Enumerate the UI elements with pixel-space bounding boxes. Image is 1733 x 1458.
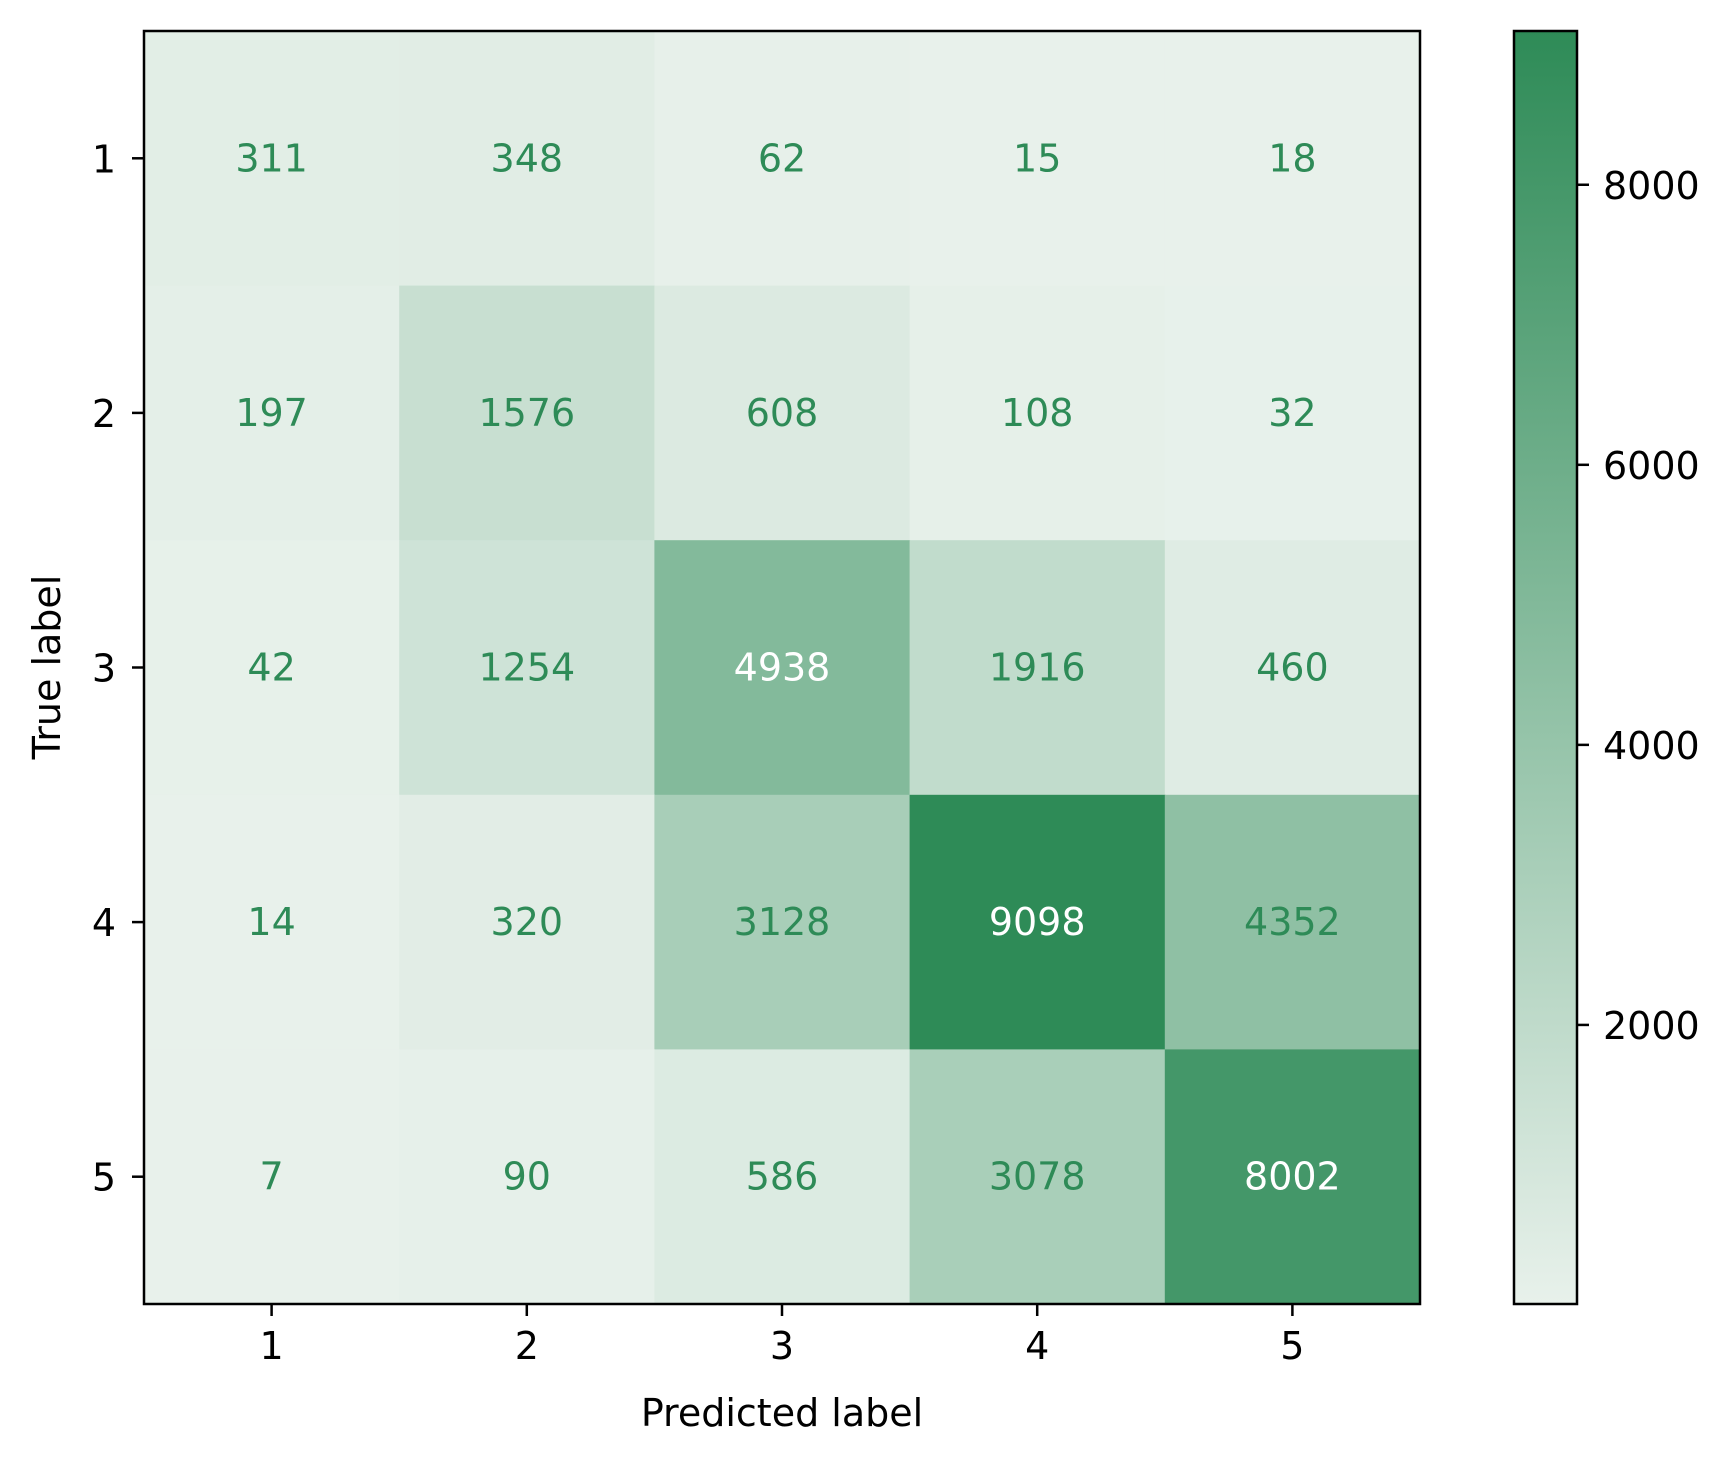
heatmap-cell-r1-c4 <box>909 31 1166 287</box>
heatmap-cell-r5-c3 <box>654 1049 911 1305</box>
y-tick-label: 1 <box>92 137 116 181</box>
cell-value-r5-c5: 8002 <box>1244 1155 1341 1199</box>
heatmap-cell-r1-c1 <box>144 31 400 287</box>
cell-value-r5-c1: 7 <box>260 1155 284 1199</box>
heatmap-cell-r3-c2 <box>399 540 655 796</box>
x-tick-label: 5 <box>1280 1324 1304 1368</box>
heatmap-cell-r1-c3 <box>654 31 911 287</box>
heatmap-cell-r4-c5 <box>1164 794 1421 1050</box>
x-tick-label: 3 <box>770 1324 794 1368</box>
heatmap-cell-r5-c2 <box>399 1049 655 1305</box>
y-axis-ticks: 1 2 3 4 5 <box>92 137 144 1200</box>
cell-value-r4-c5: 4352 <box>1244 900 1341 944</box>
cell-value-r2-c2: 1576 <box>478 391 575 435</box>
heatmap-cell-r5-c5 <box>1164 1049 1421 1305</box>
colorbar-tick-label: 8000 <box>1603 164 1700 208</box>
x-axis-label: Predicted label <box>641 1391 923 1435</box>
heatmap-cell-labels: 311 348 62 15 18 197 1576 608 108 32 42 1254 4938 191… <box>235 136 1340 1198</box>
y-tick-label: 5 <box>92 1156 116 1200</box>
heatmap-cell-r3-c1 <box>144 540 400 796</box>
cell-value-r3-c3: 4938 <box>734 646 831 690</box>
heatmap-cell-r2-c3 <box>654 285 911 541</box>
cell-value-r1-c3: 62 <box>758 136 806 180</box>
y-axis-label: True label <box>25 575 69 761</box>
cell-value-r4-c4: 9098 <box>989 900 1086 944</box>
heatmap-cell-r3-c3 <box>654 540 911 796</box>
cell-value-r2-c1: 197 <box>235 391 308 435</box>
cell-value-r5-c2: 90 <box>503 1155 551 1199</box>
heatmap-cell-r3-c5 <box>1164 540 1421 796</box>
heatmap-cell-r2-c4 <box>909 285 1166 541</box>
cell-value-r3-c5: 460 <box>1256 646 1329 690</box>
cell-value-r1-c2: 348 <box>491 136 564 180</box>
cell-value-r5-c4: 3078 <box>989 1155 1086 1199</box>
colorbar-ticks: 2000 4000 6000 8000 <box>1577 164 1700 1048</box>
colorbar-tick-label: 4000 <box>1603 724 1700 768</box>
heatmap-cell-r5-c1 <box>144 1049 400 1305</box>
heatmap-cell-r2-c5 <box>1164 285 1421 541</box>
heatmap-cell-r4-c4 <box>909 794 1166 1050</box>
x-axis-ticks: 1 2 3 4 5 <box>260 1304 1304 1368</box>
cell-value-r1-c5: 18 <box>1268 136 1316 180</box>
cell-value-r4-c1: 14 <box>247 900 295 944</box>
x-tick-label: 1 <box>260 1324 284 1368</box>
cell-value-r2-c5: 32 <box>1268 391 1316 435</box>
heatmap-cell-r1-c5 <box>1164 31 1421 287</box>
heatmap-cell-r2-c1 <box>144 285 400 541</box>
cell-value-r4-c3: 3128 <box>734 900 831 944</box>
heatmap-cell-r4-c1 <box>144 794 400 1050</box>
colorbar <box>1512 29 1579 1306</box>
cell-value-r1-c4: 15 <box>1013 136 1061 180</box>
cell-value-r4-c2: 320 <box>491 900 564 944</box>
cell-value-r1-c1: 311 <box>235 136 308 180</box>
cell-value-r3-c2: 1254 <box>478 646 575 690</box>
y-tick-label: 4 <box>92 901 116 945</box>
colorbar-tick-label: 6000 <box>1603 444 1700 488</box>
y-tick-label: 2 <box>92 392 116 436</box>
heatmap-cells <box>144 31 1421 1305</box>
x-tick-label: 2 <box>515 1324 539 1368</box>
heatmap-cell-r4-c3 <box>654 794 911 1050</box>
y-tick-label: 3 <box>92 647 116 691</box>
heatmap-cell-r5-c4 <box>909 1049 1166 1305</box>
heatmap-cell-r1-c2 <box>399 31 655 287</box>
cell-value-r3-c4: 1916 <box>989 646 1086 690</box>
x-tick-label: 4 <box>1025 1324 1049 1368</box>
cell-value-r3-c1: 42 <box>247 646 295 690</box>
cell-value-r2-c4: 108 <box>1001 391 1074 435</box>
cell-value-r2-c3: 608 <box>746 391 819 435</box>
colorbar-tick-label: 2000 <box>1603 1004 1700 1048</box>
heatmap-cell-r4-c2 <box>399 794 655 1050</box>
heatmap-cell-r3-c4 <box>909 540 1166 796</box>
heatmap-cell-r2-c2 <box>399 285 655 541</box>
cell-value-r5-c3: 586 <box>746 1155 819 1199</box>
